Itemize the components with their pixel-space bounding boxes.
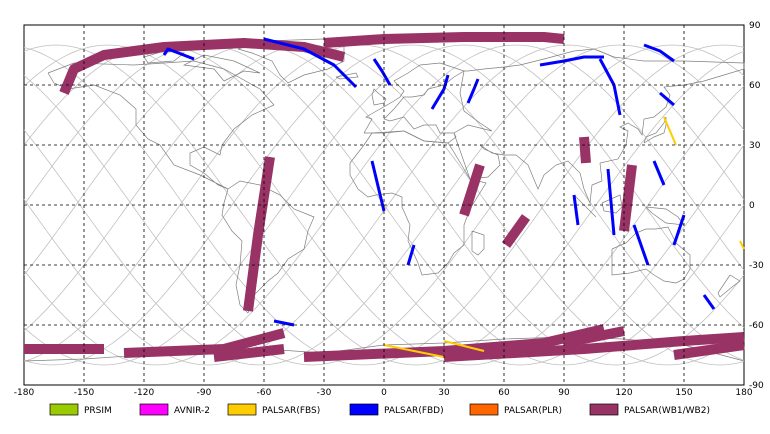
- lon-tick-label: -150: [74, 388, 95, 398]
- fbd-swath: [652, 160, 666, 186]
- fbd-swath: [643, 43, 675, 63]
- fbs-swath: [443, 340, 485, 352]
- lat-tick-label: -90: [749, 381, 764, 391]
- fbd-swath: [572, 194, 580, 226]
- lat-tick-label: 60: [749, 81, 761, 91]
- axis-tick-labels: -180 -150 -120 -90 -60 -30 0 30 60 90 120 150 180 90 6…: [14, 21, 764, 398]
- wb-swath: [443, 332, 745, 362]
- fbs-swath: [383, 344, 445, 358]
- legend-swatch: [349, 403, 379, 416]
- legend-swatch: [469, 403, 499, 416]
- lon-tick-label: -30: [317, 388, 332, 398]
- wb-swath: [619, 164, 637, 232]
- lon-tick-label: 120: [615, 388, 632, 398]
- coastline: [643, 116, 667, 144]
- lon-tick-label: 90: [558, 388, 570, 398]
- legend-item: AVNIR-2: [139, 403, 210, 416]
- legend-item: PALSAR(PLR): [469, 403, 562, 416]
- fbd-swath: [273, 319, 295, 327]
- legend-swatch: [139, 403, 169, 416]
- coastline: [471, 230, 485, 256]
- legend-item: PALSAR(FBS): [227, 403, 320, 416]
- fbd-swath: [659, 91, 675, 107]
- lat-tick-label: 90: [749, 21, 761, 31]
- legend-swatch: [227, 403, 257, 416]
- fbs-swath: [739, 240, 745, 250]
- orbit-track: [23, 44, 745, 366]
- lon-tick-label: 150: [675, 388, 692, 398]
- fbd-swath: [466, 78, 480, 104]
- coastline: [573, 194, 597, 218]
- legend-label: PALSAR(FBD): [384, 406, 444, 416]
- legend-swatch: [589, 403, 619, 416]
- fbd-swath: [672, 214, 686, 246]
- legend-item: PALSAR(WB1/WB2): [589, 403, 710, 416]
- lon-tick-label: -60: [257, 388, 272, 398]
- fbd-swath: [632, 224, 650, 266]
- coastline: [717, 274, 741, 298]
- coastline: [335, 72, 359, 80]
- wb-swath: [673, 340, 745, 360]
- legend-label: PALSAR(PLR): [504, 406, 562, 416]
- coastline: [182, 54, 261, 82]
- graticule: [24, 25, 744, 385]
- fbs-swath: [663, 116, 677, 146]
- lon-tick-label: -90: [197, 388, 212, 398]
- legend-swatch: [49, 403, 79, 416]
- lon-tick-label: 0: [381, 388, 387, 398]
- lat-tick-label: 0: [749, 201, 755, 211]
- orbit-track: [23, 44, 745, 366]
- fbd-swath: [370, 160, 386, 212]
- legend-label: PALSAR(WB1/WB2): [624, 406, 710, 416]
- legend-item: PRSIM: [49, 403, 112, 416]
- lon-tick-label: 60: [498, 388, 510, 398]
- coastline: [453, 48, 745, 205]
- lon-tick-label: 180: [735, 388, 752, 398]
- legend-label: AVNIR-2: [174, 406, 210, 416]
- lat-tick-label: 30: [749, 141, 761, 151]
- wb-swath: [243, 156, 275, 312]
- wb-swath: [213, 344, 285, 362]
- coastline: [363, 62, 465, 144]
- wb-swath: [459, 163, 485, 217]
- wb-swath: [579, 136, 591, 164]
- fbd-swath: [162, 47, 195, 61]
- lon-tick-label: -180: [14, 388, 35, 398]
- fbd-swath: [406, 244, 416, 266]
- fbd-swath: [606, 168, 616, 236]
- legend-item: PALSAR(FBD): [349, 403, 444, 416]
- wb-swath: [501, 214, 531, 248]
- legend: PRSIM AVNIR-2 PALSAR(FBS) PALSAR(FBD) PALSAR…: [49, 403, 710, 416]
- lon-tick-label: 30: [438, 388, 450, 398]
- wb-swath: [59, 38, 346, 95]
- legend-label: PALSAR(FBS): [262, 406, 320, 416]
- fbd-swath: [263, 37, 358, 89]
- fbd-swath: [430, 74, 450, 110]
- fbd-swath: [702, 294, 716, 310]
- lat-tick-label: -30: [749, 261, 764, 271]
- coastline: [47, 60, 275, 190]
- lon-tick-label: -120: [134, 388, 155, 398]
- coastline: [221, 180, 315, 314]
- coastline: [601, 194, 623, 214]
- coastline: [611, 226, 691, 284]
- legend-label: PRSIM: [84, 406, 112, 416]
- wb-swath: [323, 32, 565, 48]
- lat-tick-label: -60: [749, 321, 764, 331]
- fbd-swath: [539, 55, 604, 67]
- fbd-swath: [372, 58, 392, 86]
- wb-swath: [563, 326, 625, 348]
- coastline: [237, 38, 345, 84]
